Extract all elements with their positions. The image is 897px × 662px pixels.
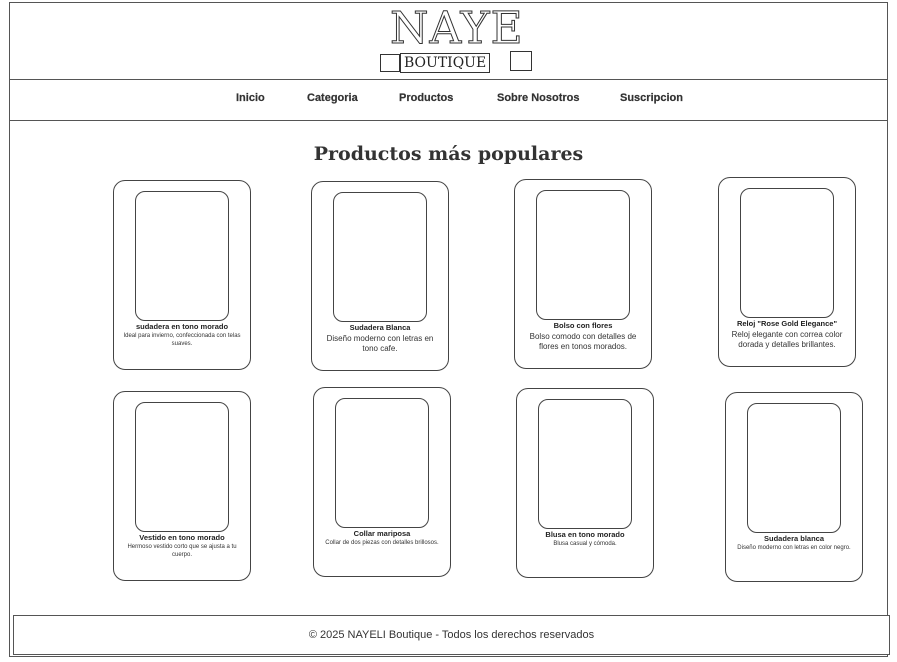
product-name: Reloj "Rose Gold Elegance" [736, 319, 838, 328]
product-description: Diseño moderno con letras en color negro… [737, 545, 851, 551]
product-name: Sudadera Blanca [349, 323, 411, 332]
logo-subtitle: BOUTIQUE [400, 53, 491, 73]
brand-logo[interactable]: NAYE BOUTIQUE [380, 6, 535, 77]
product-description: Reloj elegante con correa color dorada y… [731, 330, 843, 349]
section-title: Productos más populares [313, 143, 584, 165]
product-name: Bolso con flores [553, 321, 613, 330]
product-name: Collar mariposa [353, 529, 411, 538]
product-image[interactable] [333, 192, 427, 322]
main-nav: Inicio Categoria Productos Sobre Nosotro… [10, 80, 887, 121]
product-description: Hermoso vestido corto que se ajusta a tu… [127, 544, 237, 558]
site-footer: © 2025 NAYELI Boutique - Todos los derec… [13, 615, 890, 655]
product-card[interactable]: Bolso con flores Bolso comodo con detall… [514, 179, 652, 369]
product-image[interactable] [538, 399, 632, 529]
product-image[interactable] [747, 403, 841, 533]
product-name: sudadera en tono morado [135, 322, 229, 331]
product-description: Blusa casual y cómoda. [553, 541, 617, 547]
nav-link-productos[interactable]: Productos [399, 92, 454, 104]
product-card[interactable]: Sudadera Blanca Diseño moderno con letra… [311, 181, 449, 371]
nav-link-sobre-nosotros[interactable]: Sobre Nosotros [497, 92, 580, 104]
product-description: Diseño moderno con letras en tono cafe. [326, 334, 434, 353]
logo-wordmark: NAYE [390, 3, 524, 54]
nav-link-categoria[interactable]: Categoria [307, 92, 358, 104]
product-name: Sudadera blanca [763, 534, 825, 543]
product-name: Blusa en tono morado [545, 530, 625, 539]
product-card[interactable]: Blusa en tono morado Blusa casual y cómo… [516, 388, 654, 578]
product-description: Bolso comodo con detalles de flores en t… [529, 332, 637, 351]
product-card[interactable]: Vestido en tono morado Hermoso vestido c… [113, 391, 251, 581]
page-frame [9, 2, 888, 657]
nav-link-suscripcion[interactable]: Suscripcion [620, 92, 683, 104]
product-card[interactable]: Sudadera blanca Diseño moderno con letra… [725, 392, 863, 582]
footer-copyright: © 2025 NAYELI Boutique - Todos los derec… [308, 629, 595, 641]
product-image[interactable] [536, 190, 630, 320]
nav-link-inicio[interactable]: Inicio [236, 92, 265, 104]
product-image[interactable] [335, 398, 429, 528]
product-card[interactable]: sudadera en tono morado Ideal para invie… [113, 180, 251, 370]
product-image[interactable] [135, 191, 229, 321]
product-description: Collar de dos piezas con detalles brillo… [325, 540, 439, 546]
logo-decor-box-right [510, 51, 532, 71]
product-card[interactable]: Collar mariposa Collar de dos piezas con… [313, 387, 451, 577]
product-description: Ideal para invierno, confeccionada con t… [123, 333, 241, 347]
product-name: Vestido en tono morado [139, 533, 225, 542]
product-card[interactable]: Reloj "Rose Gold Elegance" Reloj elegant… [718, 177, 856, 367]
logo-decor-box-left [380, 54, 400, 72]
product-image[interactable] [135, 402, 229, 532]
site-header: NAYE BOUTIQUE [10, 3, 887, 80]
product-image[interactable] [740, 188, 834, 318]
